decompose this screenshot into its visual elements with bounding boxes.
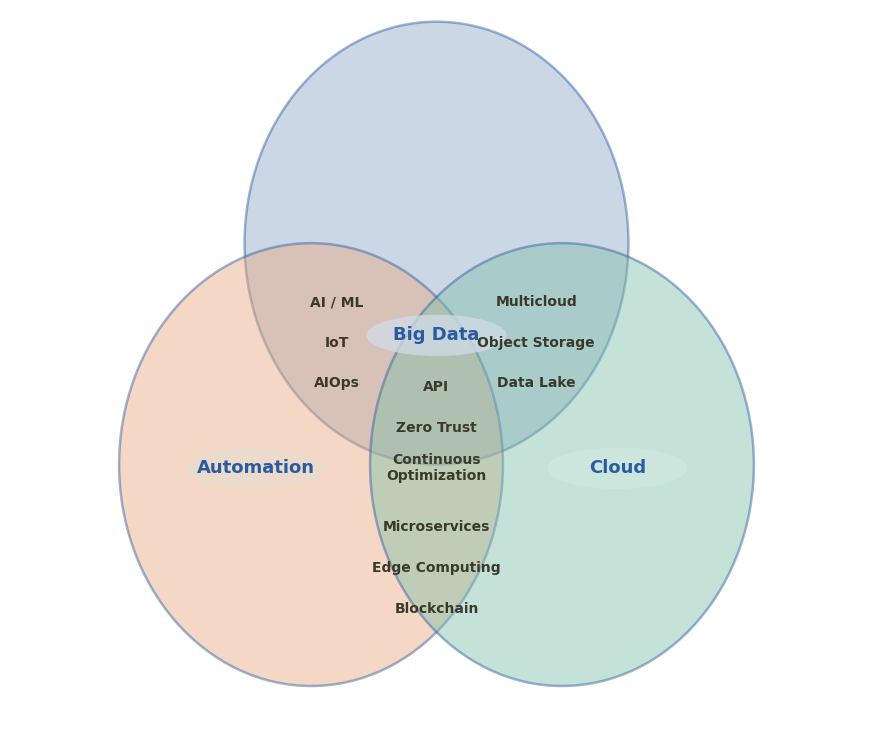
Ellipse shape	[367, 315, 506, 356]
Text: Zero Trust: Zero Trust	[396, 420, 477, 435]
Ellipse shape	[370, 243, 754, 686]
Text: AI / ML: AI / ML	[310, 296, 363, 309]
Text: AIOps: AIOps	[314, 377, 360, 390]
Text: Automation: Automation	[196, 459, 314, 478]
Text: Edge Computing: Edge Computing	[372, 561, 501, 575]
Ellipse shape	[244, 22, 629, 465]
Ellipse shape	[186, 447, 326, 489]
Text: Blockchain: Blockchain	[395, 602, 478, 615]
Text: Object Storage: Object Storage	[478, 336, 595, 350]
Ellipse shape	[119, 243, 503, 686]
Text: Multicloud: Multicloud	[495, 296, 577, 309]
Text: Continuous
Optimization: Continuous Optimization	[387, 453, 486, 484]
Text: Microservices: Microservices	[383, 520, 490, 535]
Ellipse shape	[547, 447, 687, 489]
Text: Cloud: Cloud	[588, 459, 646, 478]
Text: API: API	[423, 380, 450, 394]
Text: Data Lake: Data Lake	[497, 377, 575, 390]
Text: Big Data: Big Data	[394, 326, 479, 344]
Text: IoT: IoT	[325, 336, 349, 350]
